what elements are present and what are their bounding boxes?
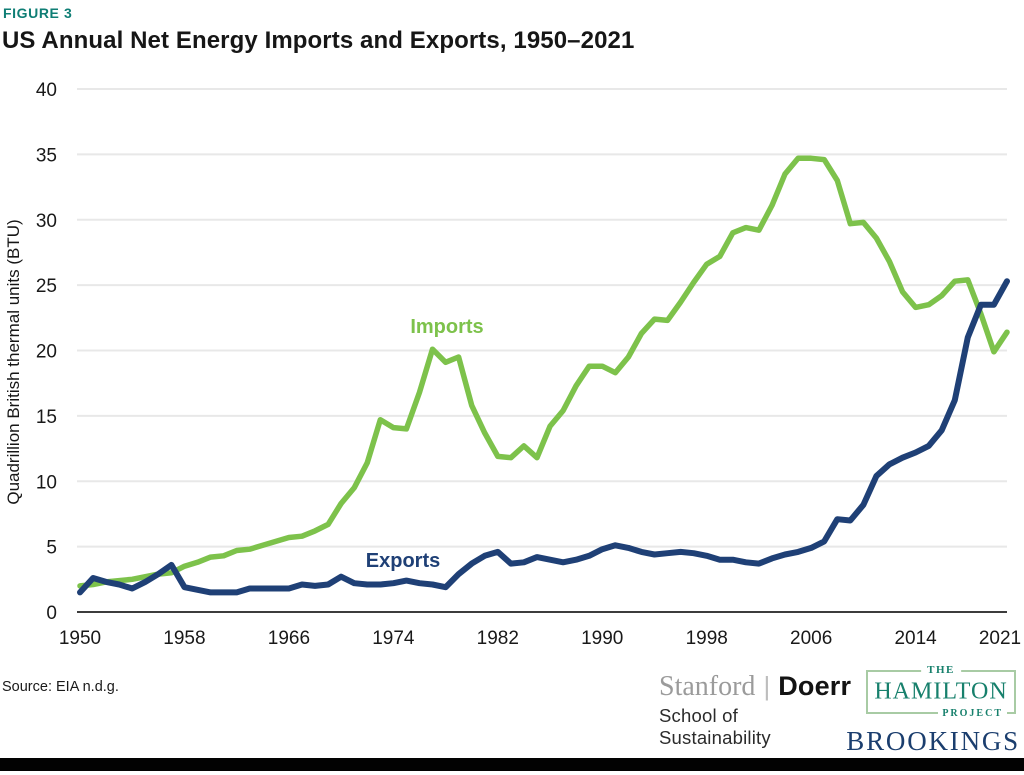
x-tick-label: 2014 — [894, 628, 937, 649]
y-tick-label: 20 — [36, 342, 57, 363]
stanford-doerr-wordmark: Stanford | Doerr — [659, 671, 855, 703]
x-tick-label: 1990 — [581, 628, 623, 649]
exports-line — [77, 278, 1010, 596]
hamilton-project-label: PROJECT — [938, 708, 1007, 719]
doerr-wordmark: Doerr — [778, 671, 852, 701]
y-tick-label: 35 — [36, 145, 57, 166]
school-of-sustainability-label: School of Sustainability — [659, 705, 771, 748]
brookings-logo: BROOKINGS — [846, 726, 1020, 756]
page-title: US Annual Net Energy Imports and Exports… — [2, 27, 635, 54]
y-tick-label: 0 — [46, 603, 57, 624]
logo-divider: | — [763, 671, 771, 701]
x-tick-label: 1982 — [477, 628, 519, 649]
hamilton-wordmark: HAMILTON — [874, 678, 1008, 705]
x-tick-label: 2006 — [790, 628, 832, 649]
y-tick-label: 10 — [36, 472, 57, 493]
imports-line — [77, 155, 1010, 589]
source-note: Source: EIA n.d.g. — [2, 679, 119, 695]
x-tick-label: 1974 — [372, 628, 415, 649]
imports-series-label: Imports — [410, 316, 483, 338]
y-tick-label: 5 — [46, 538, 57, 559]
y-tick-label: 25 — [36, 276, 57, 297]
stanford-doerr-logo: Stanford | Doerr School of Sustainabilit… — [659, 671, 855, 749]
x-tick-label: 1950 — [59, 628, 101, 649]
exports-series-label: Exports — [366, 550, 440, 572]
x-tick-label: 1958 — [163, 628, 205, 649]
bottom-bar — [0, 758, 1024, 771]
chart-canvas: 0 5 10 15 20 25 30 35 40 1950 1958 1966 1974 1982 1990… — [36, 80, 1021, 649]
x-tick-label: 2021 — [979, 628, 1021, 649]
hamilton-the-label: THE — [921, 664, 961, 676]
x-tick-label: 1998 — [686, 628, 728, 649]
figure-number-label: FIGURE 3 — [3, 5, 73, 21]
x-tick-label: 1966 — [268, 628, 310, 649]
y-tick-label: 40 — [36, 80, 57, 101]
stanford-wordmark: Stanford — [659, 671, 756, 702]
hamilton-project-logo: THE HAMILTON PROJECT — [866, 664, 1016, 719]
y-tick-label: 30 — [36, 211, 57, 232]
y-tick-label: 15 — [36, 407, 57, 428]
